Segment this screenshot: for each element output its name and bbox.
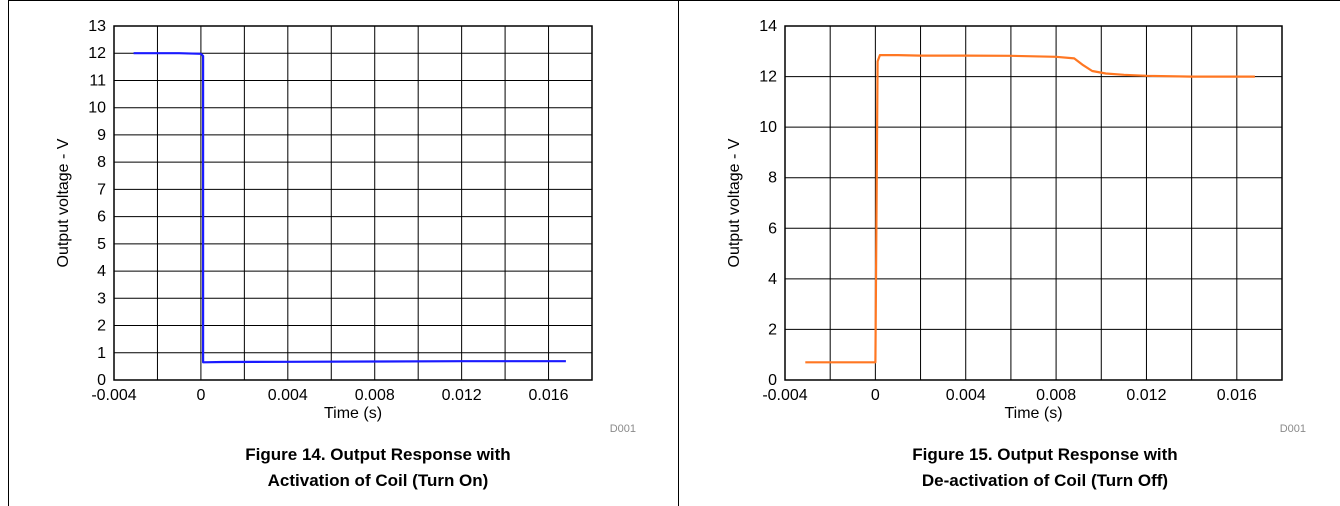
figure-14-caption-line1: Figure 14. Output Response with (245, 445, 511, 464)
chart2-x-tick-label: 0.016 (1217, 387, 1257, 404)
chart1-y-axis-label: Output voltage - V (55, 138, 72, 267)
chart2-y-tick-label: 14 (759, 18, 777, 35)
figure-15-caption: Figure 15. Output Response with De-activ… (765, 442, 1325, 494)
chart1-y-tick-label: 11 (89, 72, 106, 89)
chart2-y-tick-label: 10 (759, 119, 777, 136)
chart1-y-tick-label: 7 (97, 181, 106, 198)
chart2-code-label: D001 (1280, 423, 1306, 435)
chart1-y-tick-label: 12 (88, 45, 106, 62)
chart1-y-tick-label: 10 (88, 100, 106, 117)
figure-14-caption: Figure 14. Output Response with Activati… (98, 442, 658, 494)
chart1-plot-frame (113, 25, 593, 381)
top-rule (8, 0, 1340, 1)
chart1-series-line (133, 52, 566, 364)
chart2-x-axis-label: Time (s) (1004, 405, 1062, 422)
chart2-y-tick-label: 0 (768, 372, 777, 389)
figure-14-caption-line2: Activation of Coil (Turn On) (267, 471, 489, 490)
chart2-x-tick-label: 0.012 (1126, 387, 1166, 404)
chart1-y-tick-label: 2 (97, 318, 106, 335)
chart1-y-tick-label: 1 (97, 345, 106, 362)
chart2-x-tick-label: 0.008 (1036, 387, 1076, 404)
left-panel-border (8, 0, 9, 506)
chart2-y-axis-label: Output voltage - V (726, 138, 743, 267)
middle-panel-border (678, 0, 679, 506)
chart2-y-tick-label: 6 (768, 220, 777, 237)
chart2-y-tick-label: 2 (768, 321, 777, 338)
chart1-x-tick-label: 0.008 (355, 387, 395, 404)
chart1-x-tick-label: 0.016 (529, 387, 569, 404)
chart2-series-line (805, 53, 1255, 364)
chart1-y-tick-label: 3 (97, 290, 106, 307)
chart1-code-label: D001 (610, 423, 636, 435)
figure-15-caption-line2: De-activation of Coil (Turn Off) (921, 471, 1169, 490)
chart1-y-tick-label: 0 (97, 372, 106, 389)
chart1-x-axis-label: Time (s) (324, 405, 382, 422)
chart1-x-tick-label: 0.012 (442, 387, 482, 404)
chart1-y-tick-label: 9 (97, 127, 106, 144)
chart1-y-tick-label: 13 (88, 18, 106, 35)
chart2-plot-frame (784, 25, 1283, 381)
chart1-y-tick-label: 6 (97, 209, 106, 226)
chart1-x-tick-label: 0 (196, 387, 205, 404)
chart1-x-tick-label: 0.004 (268, 387, 308, 404)
chart1-y-tick-label: 4 (97, 263, 106, 280)
chart2-x-tick-label: 0.004 (946, 387, 986, 404)
chart2-y-tick-label: 4 (768, 271, 777, 288)
chart2-x-tick-label: -0.004 (762, 387, 807, 404)
figure-15-caption-line1: Figure 15. Output Response with (912, 445, 1178, 464)
chart1-y-tick-label: 5 (97, 236, 106, 253)
chart1-y-tick-label: 8 (97, 154, 106, 171)
chart2-y-tick-label: 12 (759, 69, 777, 86)
chart1-x-tick-label: -0.004 (91, 387, 136, 404)
chart2-x-tick-label: 0 (871, 387, 880, 404)
chart2-y-tick-label: 8 (768, 170, 777, 187)
